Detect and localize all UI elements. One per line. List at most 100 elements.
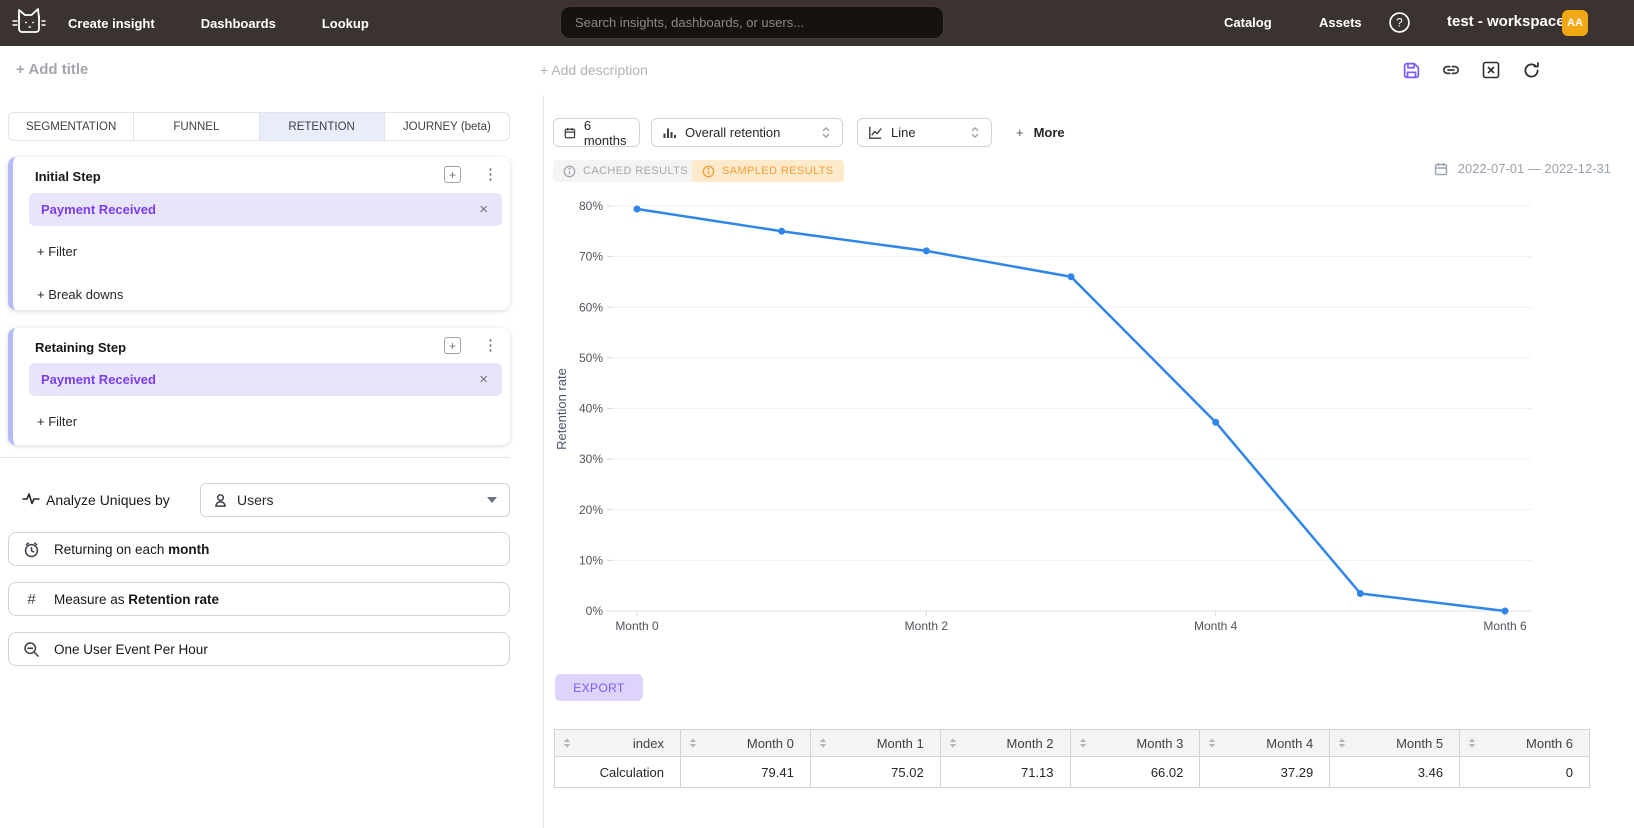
initial-step-card: Initial Step + ⋮ Payment Received × + Fi… [8, 157, 510, 310]
svg-text:40%: 40% [579, 402, 603, 416]
add-event-icon[interactable]: + [444, 166, 461, 183]
close-box-icon[interactable] [1481, 60, 1501, 80]
remove-event-icon[interactable]: × [479, 371, 488, 388]
analyze-uniques-label: Analyze Uniques by [46, 492, 170, 508]
save-icon[interactable] [1401, 60, 1421, 80]
search-input[interactable] [560, 6, 944, 39]
col-month-2[interactable]: Month 2 [939, 729, 1071, 757]
alarm-clock-icon [24, 541, 39, 557]
col-month-4[interactable]: Month 4 [1199, 729, 1331, 757]
sort-icon [819, 738, 827, 748]
calendar-icon [564, 127, 576, 138]
add-description-field[interactable]: + Add description [540, 62, 648, 78]
nav-assets[interactable]: Assets [1319, 15, 1362, 30]
calendar-icon [1434, 162, 1447, 175]
cell-month-5: 3.46 [1329, 756, 1461, 788]
add-event-icon[interactable]: + [444, 337, 461, 354]
date-window-button[interactable]: 6 months [553, 118, 640, 148]
add-title-field[interactable]: + Add title [16, 61, 89, 78]
user-icon [215, 493, 226, 507]
add-breakdowns-button[interactable]: + Break downs [37, 287, 124, 302]
cell-month-3: 66.02 [1069, 756, 1201, 788]
table-row: Calculation 79.41 75.02 71.13 66.02 37.2… [554, 756, 1590, 788]
cat-logo-icon[interactable] [10, 6, 48, 45]
svg-text:Month 6: Month 6 [1483, 619, 1527, 633]
cell-index: Calculation [554, 756, 681, 788]
col-index[interactable]: index [554, 729, 681, 757]
col-month-1[interactable]: Month 1 [809, 729, 941, 757]
workspace-name[interactable]: test - workspace [1447, 13, 1565, 30]
cell-month-2: 71.13 [939, 756, 1071, 788]
export-button[interactable]: EXPORT [555, 674, 643, 701]
col-month-0[interactable]: Month 0 [680, 729, 811, 757]
kebab-menu-icon[interactable]: ⋮ [483, 166, 498, 183]
cell-month-4: 37.29 [1199, 756, 1331, 788]
nav-create-insight[interactable]: Create insight [68, 15, 155, 31]
svg-text:Month 0: Month 0 [615, 619, 659, 633]
results-table: index Month 0 Month 1 Month 2 Month 3 Mo… [554, 729, 1590, 788]
col-month-5[interactable]: Month 5 [1329, 729, 1461, 757]
svg-text:70%: 70% [579, 250, 603, 264]
line-chart: 0% 10% 20% 30% 40% 50% 60% 70% 80% Month 0 Month 2… [554, 199, 1532, 633]
insight-type-tabs: SEGMENTATION FUNNEL RETENTION JOURNEY (b… [8, 112, 510, 141]
add-filter-button[interactable]: + Filter [37, 244, 78, 259]
hash-icon: # [27, 590, 36, 608]
remove-event-icon[interactable]: × [479, 201, 488, 218]
sort-icon [563, 738, 571, 748]
col-month-3[interactable]: Month 3 [1069, 729, 1201, 757]
date-range-display[interactable]: 2022-07-01 — 2022-12-31 [1434, 161, 1611, 176]
nav-dashboards[interactable]: Dashboards [200, 15, 276, 31]
chevron-down-icon [487, 497, 497, 503]
svg-text:?: ? [1396, 18, 1402, 30]
analyze-entity-select[interactable]: Users [200, 483, 510, 517]
retaining-step-title: Retaining Step [35, 340, 127, 355]
primary-nav: Create insight Dashboards Lookup [68, 0, 369, 46]
svg-text:Month 2: Month 2 [905, 619, 949, 633]
col-month-6[interactable]: Month 6 [1459, 729, 1590, 757]
svg-text:0%: 0% [586, 604, 604, 618]
svg-text:30%: 30% [579, 452, 603, 466]
svg-text:80%: 80% [579, 199, 603, 213]
tab-retention[interactable]: RETENTION [259, 113, 385, 140]
activity-icon [22, 491, 40, 511]
kebab-menu-icon[interactable]: ⋮ [483, 337, 498, 354]
sort-icon [949, 738, 956, 748]
top-nav: Create insight Dashboards Lookup Catalog… [0, 0, 1634, 46]
chevron-up-down-icon [971, 127, 979, 138]
retention-type-select[interactable]: Overall retention [651, 118, 843, 147]
info-icon [563, 165, 576, 177]
query-sidebar: SEGMENTATION FUNNEL RETENTION JOURNEY (b… [0, 95, 544, 828]
cell-month-6: 0 [1459, 756, 1590, 788]
sampled-results-badge: SAMPLED RESULTS [692, 160, 844, 182]
share-link-icon[interactable] [1441, 60, 1461, 80]
nav-catalog[interactable]: Catalog [1224, 15, 1272, 30]
zoom-out-icon [24, 641, 39, 657]
cached-results-badge: CACHED RESULTS [553, 160, 699, 182]
nav-lookup[interactable]: Lookup [321, 15, 369, 31]
chart-type-select[interactable]: Line [857, 118, 992, 147]
svg-text:60%: 60% [579, 300, 603, 314]
svg-text:Month 4: Month 4 [1194, 619, 1238, 633]
measure-as-button[interactable]: # Measure as Retention rate [8, 582, 510, 616]
tab-journey[interactable]: JOURNEY (beta) [402, 120, 491, 133]
retaining-step-card: Retaining Step + ⋮ Payment Received × + … [8, 328, 510, 445]
event-chip[interactable]: Payment Received × [29, 193, 502, 226]
add-filter-button[interactable]: + Filter [37, 414, 78, 429]
sort-icon [1468, 738, 1476, 748]
dedupe-events-button[interactable]: One User Event Per Hour [8, 632, 510, 666]
avatar[interactable]: AA [1562, 10, 1588, 36]
svg-text:10%: 10% [579, 553, 603, 567]
event-chip[interactable]: Payment Received × [29, 363, 502, 396]
refresh-icon[interactable] [1521, 60, 1541, 80]
sort-icon [1339, 738, 1346, 748]
sort-icon [689, 738, 697, 748]
returning-interval-button[interactable]: Returning on each month [8, 532, 510, 566]
cell-month-0: 79.41 [680, 756, 811, 788]
initial-step-title: Initial Step [35, 169, 101, 184]
tab-segmentation[interactable]: SEGMENTATION [9, 113, 135, 140]
help-icon[interactable]: ? [1388, 11, 1411, 39]
more-options-button[interactable]: + More [1016, 125, 1065, 140]
sort-icon [1079, 738, 1086, 748]
results-panel: 6 months Overall retention Line + More CA… [544, 95, 1634, 828]
tab-funnel[interactable]: FUNNEL [134, 113, 260, 140]
